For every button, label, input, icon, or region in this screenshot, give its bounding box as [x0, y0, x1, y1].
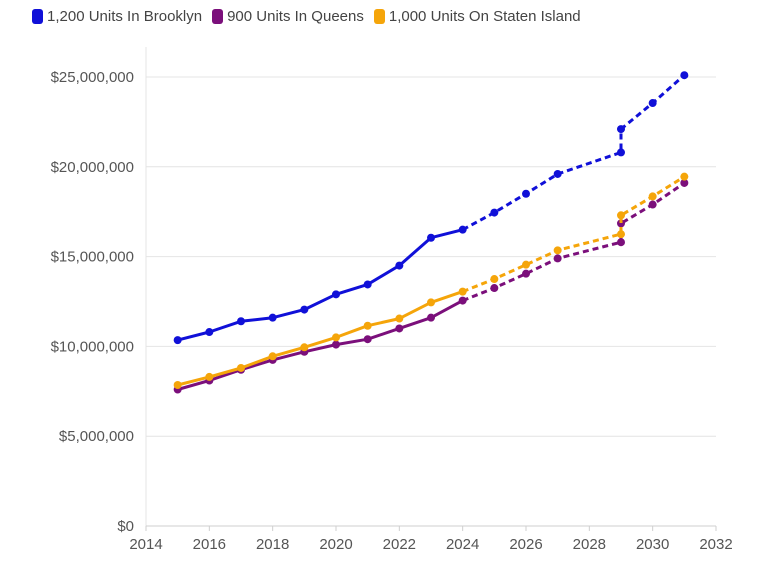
data-point-0: [553, 169, 562, 178]
y-tick-label: $0: [117, 518, 134, 535]
series-line-actual-2: [176, 290, 465, 387]
data-point-2: [648, 192, 657, 201]
legend-label-brooklyn: 1,200 Units In Brooklyn: [47, 8, 203, 25]
y-tick-label: $5,000,000: [59, 428, 134, 445]
y-tick-label: $10,000,000: [51, 338, 134, 355]
x-tick-label: 2022: [383, 536, 416, 553]
data-point-1: [395, 324, 404, 333]
legend-swatch-staten-island: [373, 9, 385, 24]
y-tick-label: $15,000,000: [51, 249, 134, 266]
x-tick-label: 2030: [636, 536, 669, 553]
x-tick-label: 2032: [699, 536, 732, 553]
data-point-2: [300, 343, 309, 352]
data-point-1: [522, 269, 530, 278]
data-point-0: [617, 125, 625, 134]
data-point-1: [363, 335, 372, 344]
series-line-actual-1: [176, 299, 465, 391]
data-point-1: [617, 238, 625, 247]
data-point-1: [617, 219, 625, 228]
x-tick-label: 2020: [319, 536, 352, 553]
data-point-2: [427, 298, 435, 307]
data-point-2: [680, 172, 689, 181]
x-tick-label: 2026: [509, 536, 542, 553]
legend-item-staten-island[interactable]: 1,000 Units On Staten Island: [373, 8, 581, 25]
data-point-2: [617, 230, 625, 239]
data-point-2: [522, 260, 530, 269]
legend-item-brooklyn[interactable]: 1,200 Units In Brooklyn: [32, 8, 202, 25]
series-line-actual-0: [176, 228, 465, 342]
legend-label-queens: 900 Units In Queens: [227, 8, 364, 25]
data-point-0: [300, 305, 309, 314]
data-point-0: [332, 290, 340, 299]
data-point-2: [363, 321, 372, 330]
series-line-projected-0: [461, 74, 686, 232]
data-point-0: [363, 280, 372, 289]
data-point-0: [617, 148, 625, 157]
data-point-2: [617, 211, 625, 220]
x-tick-label: 2014: [129, 536, 162, 553]
data-point-0: [680, 71, 689, 80]
data-point-1: [332, 340, 340, 349]
legend-label-staten-island: 1,000 Units On Staten Island: [388, 8, 581, 25]
x-tick-label: 2016: [193, 536, 226, 553]
data-point-0: [395, 261, 404, 270]
series-line-projected-1: [462, 181, 686, 302]
data-point-1: [490, 284, 499, 293]
data-point-0: [490, 208, 499, 217]
data-point-2: [237, 363, 245, 372]
data-point-0: [205, 328, 214, 337]
data-point-0: [522, 189, 530, 198]
x-tick-label: 2028: [573, 536, 606, 553]
x-tick-label: 2018: [256, 536, 289, 553]
data-point-2: [553, 246, 562, 255]
legend-swatch-queens: [212, 9, 224, 24]
data-point-0: [648, 99, 657, 108]
data-point-2: [173, 381, 182, 390]
legend-item-queens[interactable]: 900 Units In Queens: [212, 8, 364, 25]
data-point-0: [458, 225, 467, 234]
data-point-2: [268, 352, 277, 361]
legend-swatch-brooklyn: [32, 9, 43, 24]
data-point-2: [205, 372, 214, 381]
y-tick-label: $20,000,000: [51, 159, 134, 176]
data-point-0: [173, 336, 182, 345]
data-point-2: [395, 314, 404, 323]
data-point-0: [427, 233, 435, 242]
data-point-2: [490, 275, 499, 284]
data-point-1: [648, 200, 657, 209]
data-point-1: [553, 254, 562, 263]
chart-legend: 1,200 Units In Brooklyn 900 Units In Que…: [32, 8, 581, 25]
x-tick-label: 2024: [446, 536, 479, 553]
data-point-0: [268, 313, 277, 322]
data-point-2: [458, 287, 467, 296]
data-point-1: [458, 296, 467, 305]
data-point-2: [332, 333, 340, 342]
data-point-1: [427, 313, 435, 322]
data-point-1: [680, 178, 689, 187]
y-tick-label: $25,000,000: [51, 69, 134, 86]
data-point-0: [237, 317, 245, 326]
